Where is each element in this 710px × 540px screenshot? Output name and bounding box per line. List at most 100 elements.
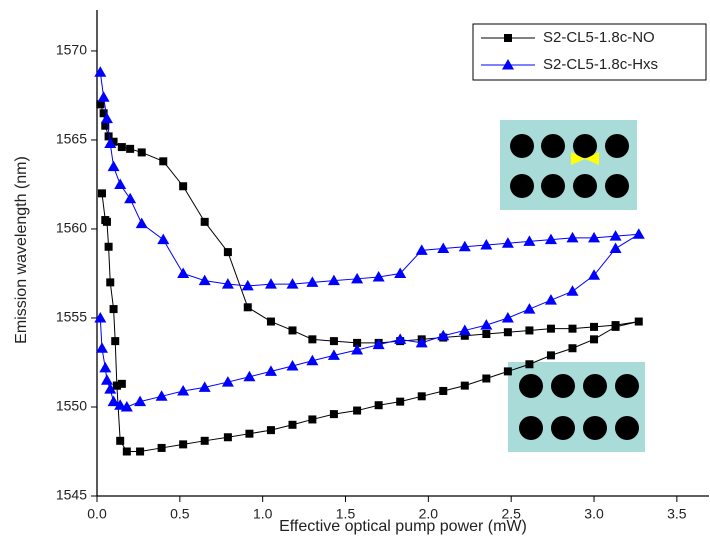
hole	[583, 374, 607, 398]
triangle-marker	[99, 361, 112, 373]
square-marker	[200, 217, 209, 226]
square-marker	[460, 381, 469, 390]
x-tick-label: 1.5	[336, 506, 356, 522]
hole	[519, 416, 543, 440]
triangle-marker	[327, 274, 340, 286]
triangle-marker	[114, 399, 127, 410]
x-tick-label: 3.5	[667, 506, 687, 522]
hole	[615, 416, 639, 440]
square-marker	[460, 331, 469, 340]
square-marker	[329, 337, 338, 346]
square-marker	[122, 447, 131, 456]
square-marker	[353, 338, 362, 347]
square-marker	[137, 148, 146, 157]
hole	[510, 134, 534, 158]
hole	[541, 174, 565, 198]
square-marker	[117, 379, 126, 388]
triangle-marker	[155, 390, 168, 401]
triangle-marker	[306, 276, 319, 287]
legend-marker	[504, 34, 512, 42]
y-tick-label: 1555	[56, 309, 87, 325]
legend-text: S2-CL5-1.8c-Hxs	[543, 56, 658, 73]
triangle-marker	[221, 278, 234, 289]
square-marker	[374, 401, 383, 410]
square-marker	[353, 406, 362, 415]
triangle-marker	[94, 66, 107, 77]
triangle-marker	[114, 178, 127, 189]
square-marker	[104, 132, 113, 141]
square-marker	[104, 242, 113, 251]
triangle-marker	[97, 91, 110, 102]
triangle-marker	[327, 349, 340, 360]
square-marker	[179, 440, 188, 449]
triangle-marker	[609, 230, 622, 241]
bowtie	[571, 152, 599, 165]
triangle-marker	[501, 237, 514, 248]
y-tick-label: 1565	[56, 131, 87, 147]
square-marker	[482, 330, 491, 338]
square-marker	[503, 328, 512, 337]
square-marker	[157, 443, 166, 452]
triangle-marker	[286, 360, 299, 371]
legend-text: S2-CL5-1.8c-NO	[543, 29, 655, 46]
triangle-marker	[394, 333, 407, 344]
square-marker	[329, 410, 338, 419]
legend: S2-CL5-1.8c-NO S2-CL5-1.8c-Hxs	[472, 23, 707, 81]
square-marker	[503, 367, 512, 376]
triangle-marker	[394, 267, 407, 278]
triangle-marker	[198, 381, 211, 392]
triangle-marker	[372, 338, 385, 350]
square-marker	[117, 143, 126, 152]
legend-marker	[502, 59, 514, 70]
triangle-marker	[566, 231, 579, 243]
triangle-marker	[286, 278, 299, 289]
triangle-marker	[588, 231, 601, 243]
triangle-marker	[157, 233, 170, 245]
triangle-marker	[415, 336, 428, 348]
y-tick-label: 1550	[56, 398, 87, 414]
triangle-marker	[124, 192, 137, 204]
square-marker	[136, 447, 145, 456]
square-marker	[568, 344, 577, 353]
triangle-marker	[177, 384, 190, 396]
triangle-marker	[372, 271, 385, 282]
triangle-marker	[104, 137, 117, 149]
hole	[573, 174, 597, 198]
x-tick-label: 2.0	[419, 506, 439, 522]
hole	[573, 134, 597, 158]
triangle-marker	[221, 376, 234, 387]
hole	[519, 374, 543, 398]
triangle-marker	[243, 370, 256, 382]
hole	[605, 174, 629, 198]
square-marker	[116, 436, 125, 445]
triangle-marker	[437, 329, 450, 341]
triangle-marker	[415, 244, 428, 255]
triangle-marker	[480, 238, 493, 250]
triangle-marker	[458, 324, 471, 335]
square-marker	[101, 121, 110, 130]
square-marker	[568, 324, 577, 333]
triangle-marker	[351, 344, 364, 355]
square-marker	[223, 248, 232, 257]
square-marker	[97, 189, 106, 198]
triangle-marker	[609, 242, 622, 254]
series-line	[99, 72, 640, 408]
square-marker	[546, 324, 555, 333]
x-axis-title: Effective optical pump power (mW)	[279, 518, 527, 535]
square-marker	[109, 137, 118, 146]
triangle-marker	[107, 160, 120, 172]
square-marker	[200, 436, 209, 445]
square-marker	[96, 100, 105, 109]
square-marker	[112, 381, 121, 390]
square-marker	[159, 157, 168, 166]
triangle-marker	[306, 354, 319, 366]
square-marker	[396, 397, 405, 406]
square-marker	[288, 420, 297, 429]
triangle-marker	[95, 342, 108, 353]
square-marker	[590, 322, 599, 331]
square-marker	[243, 303, 252, 312]
square-marker	[417, 392, 426, 401]
square-marker	[611, 322, 620, 331]
square-marker	[179, 182, 188, 191]
triangle-marker	[100, 112, 113, 124]
